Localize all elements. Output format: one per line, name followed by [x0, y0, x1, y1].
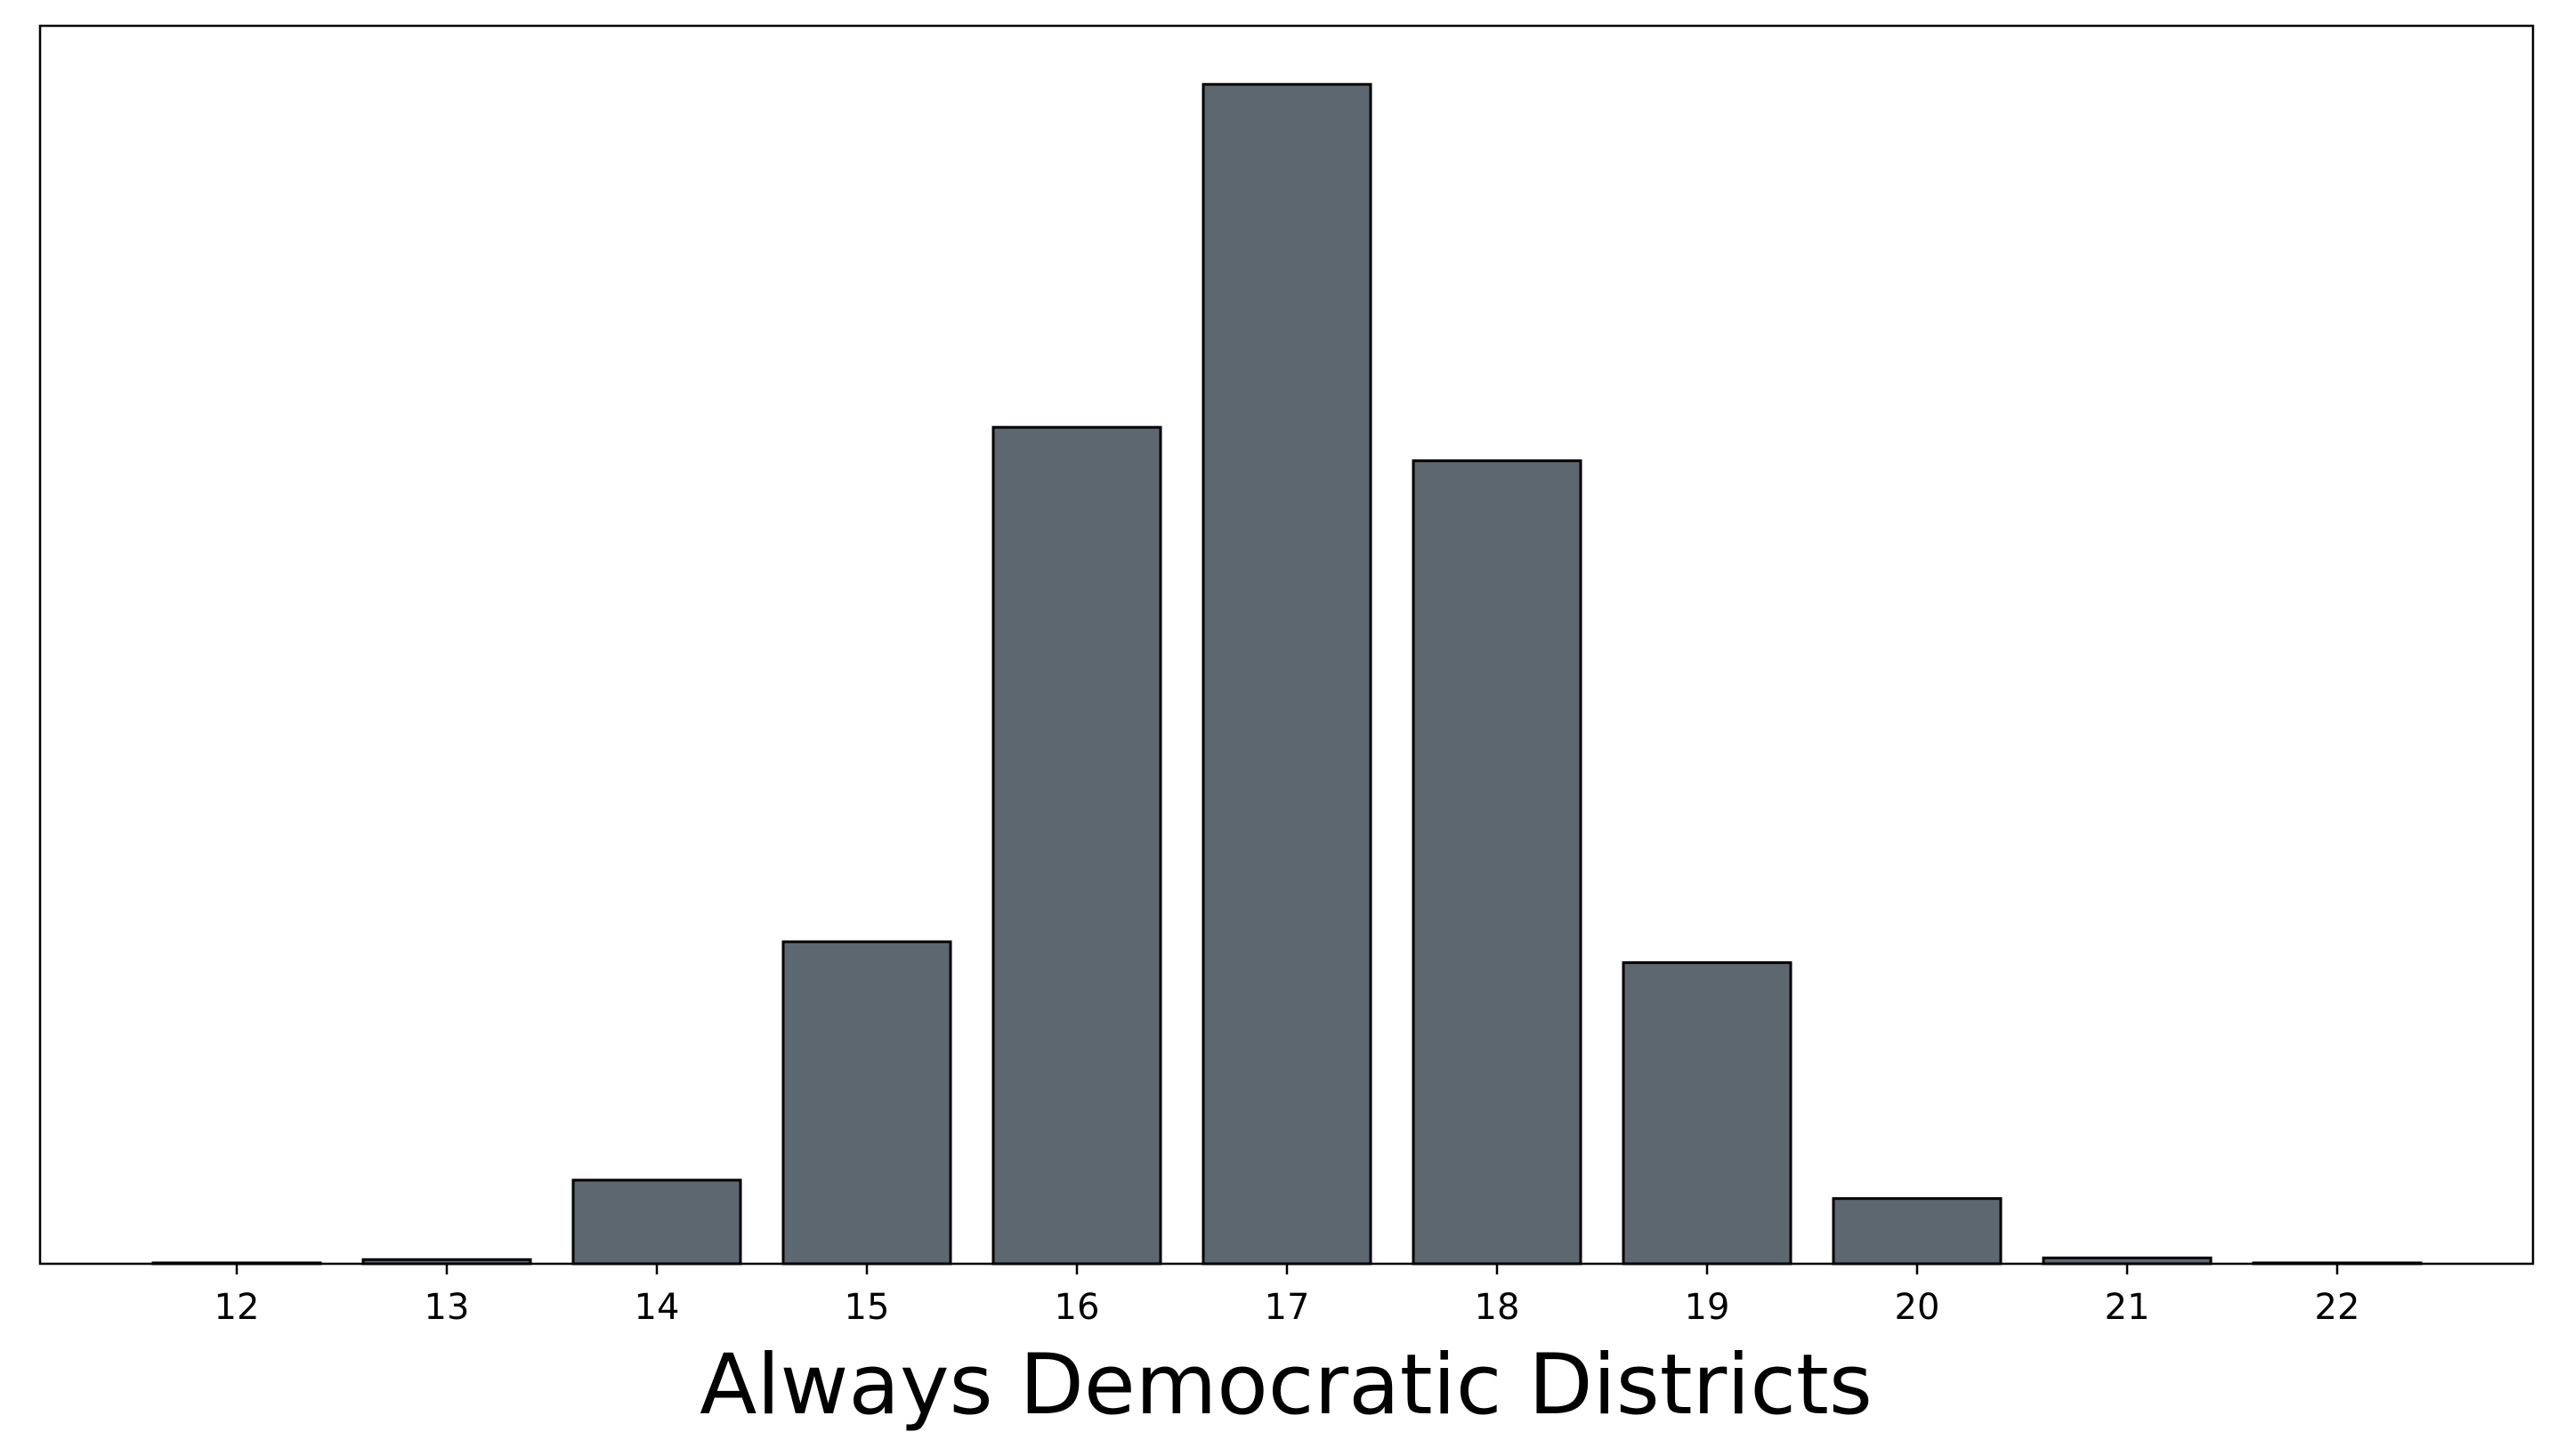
x-tick-label-13: 13: [425, 1287, 470, 1328]
bar-13: [361, 1258, 532, 1266]
bar-12: [151, 1261, 322, 1266]
x-axis-ticks: 12 13 14 15 16 17 18 19 20 21 22: [214, 1264, 2360, 1328]
bars-group: [151, 83, 2423, 1266]
bar-16: [991, 425, 1162, 1266]
x-tick-label-16: 16: [1055, 1287, 1100, 1328]
x-tick-label-18: 18: [1475, 1287, 1520, 1328]
bar-20: [1832, 1197, 2003, 1266]
bar-18: [1412, 459, 1582, 1266]
bar-19: [1622, 961, 1792, 1266]
x-tick-label-20: 20: [1895, 1287, 1940, 1328]
x-tick-label-19: 19: [1685, 1287, 1730, 1328]
bar-17: [1202, 83, 1372, 1266]
bar-21: [2042, 1256, 2213, 1266]
bar-15: [781, 940, 952, 1266]
x-axis-title: Always Democratic Districts: [700, 1337, 1873, 1434]
x-tick-label-12: 12: [214, 1287, 260, 1328]
bar-22: [2252, 1261, 2423, 1266]
x-tick-label-15: 15: [845, 1287, 890, 1328]
x-tick-label-21: 21: [2105, 1287, 2150, 1328]
x-tick-label-14: 14: [635, 1287, 680, 1328]
bar-14: [571, 1178, 742, 1266]
x-tick-label-22: 22: [2315, 1287, 2360, 1328]
x-tick-label-17: 17: [1265, 1287, 1310, 1328]
